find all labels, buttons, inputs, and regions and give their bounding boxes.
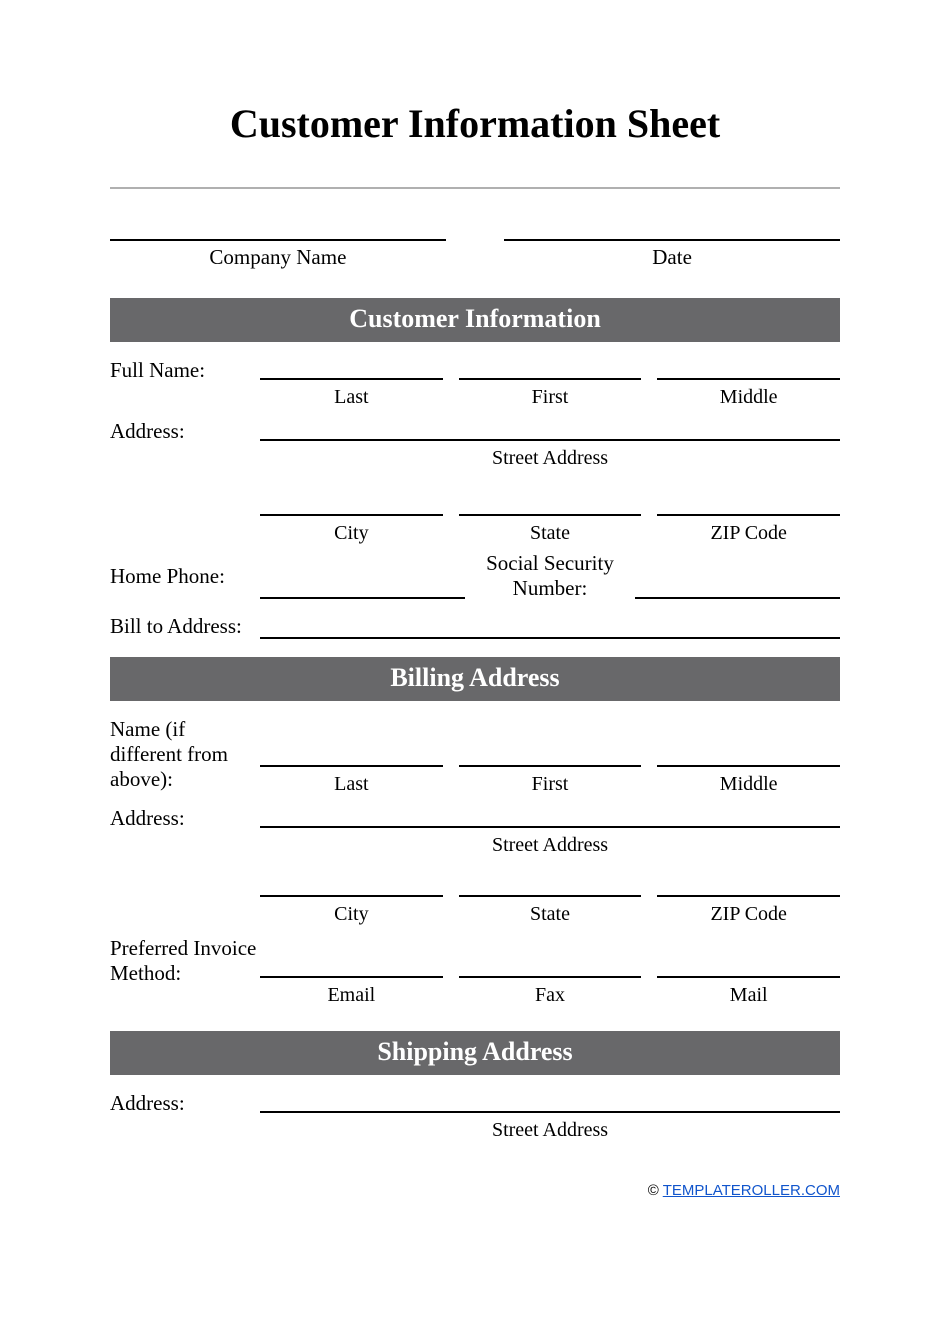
city-sub: City (260, 522, 443, 545)
name-last-input[interactable] (260, 354, 443, 380)
billing-address-label: Address: (110, 802, 260, 849)
state-col: State (459, 476, 642, 545)
billing-csz-spacer (110, 863, 260, 885)
shipping-street-input[interactable] (260, 1087, 840, 1113)
company-name-cell: Company Name (110, 217, 446, 270)
billing-last-sub: Last (260, 773, 443, 796)
section-header-billing: Billing Address (110, 657, 840, 701)
billing-state-col: State (459, 863, 642, 926)
billing-csz-fields: City State ZIP Code (260, 863, 840, 926)
shipping-street-field: Street Address (260, 1087, 840, 1142)
billing-last-input[interactable] (260, 713, 443, 767)
billing-middle-input[interactable] (657, 713, 840, 767)
zip-input[interactable] (657, 476, 840, 516)
address-csz-row: City State ZIP Code (110, 476, 840, 545)
name-middle-sub: Middle (657, 386, 840, 409)
home-phone-row: Home Phone: Social Security Number: (110, 551, 840, 601)
billing-street-input[interactable] (260, 802, 840, 828)
address-csz-spacer (110, 476, 260, 498)
bill-to-input[interactable] (260, 613, 840, 639)
billing-street-sub: Street Address (260, 834, 840, 857)
billing-name-label: Name (if different from above): (110, 713, 260, 792)
invoice-email-sub: Email (260, 984, 443, 1007)
billing-city-col: City (260, 863, 443, 926)
ssn-label: Social Security Number: (465, 551, 635, 601)
company-name-input[interactable] (110, 217, 446, 241)
street-sub: Street Address (260, 447, 840, 470)
full-name-row: Full Name: Last First Middle (110, 354, 840, 409)
company-name-label: Company Name (110, 245, 446, 270)
invoice-fax-sub: Fax (459, 984, 642, 1007)
billing-name-fields: Last First Middle (260, 713, 840, 796)
billing-state-sub: State (459, 903, 642, 926)
billing-state-input[interactable] (459, 863, 642, 897)
street-input[interactable] (260, 415, 840, 441)
billing-street-field: Street Address (260, 802, 840, 857)
name-last-sub: Last (260, 386, 443, 409)
full-name-label: Full Name: (110, 354, 260, 401)
invoice-method-row: Preferred Invoice Method: Email Fax Mail (110, 932, 840, 1007)
zip-col: ZIP Code (657, 476, 840, 545)
billing-zip-sub: ZIP Code (657, 903, 840, 926)
name-first-input[interactable] (459, 354, 642, 380)
shipping-street-sub: Street Address (260, 1119, 840, 1142)
form-page: Customer Information Sheet Company Name … (0, 0, 950, 1239)
shipping-address-label: Address: (110, 1087, 260, 1134)
page-title: Customer Information Sheet (110, 100, 840, 147)
footer-link[interactable]: TEMPLATEROLLER.COM (663, 1182, 840, 1199)
ssn-input[interactable] (635, 575, 840, 599)
address-label: Address: (110, 415, 260, 462)
shipping-street-row: Address: Street Address (110, 1087, 840, 1142)
billing-street-row: Address: Street Address (110, 802, 840, 857)
billing-zip-input[interactable] (657, 863, 840, 897)
billing-middle-sub: Middle (657, 773, 840, 796)
home-phone-input[interactable] (260, 575, 465, 599)
street-field: Street Address (260, 415, 840, 470)
invoice-method-label: Preferred Invoice Method: (110, 932, 260, 986)
city-input[interactable] (260, 476, 443, 516)
billing-city-input[interactable] (260, 863, 443, 897)
home-phone-label: Home Phone: (110, 564, 260, 589)
name-first-col: First (459, 354, 642, 409)
invoice-fax-input[interactable] (459, 932, 642, 978)
bill-to-row: Bill to Address: (110, 613, 840, 639)
billing-name-row: Name (if different from above): Last Fir… (110, 713, 840, 796)
billing-first-col: First (459, 713, 642, 796)
invoice-fields: Email Fax Mail (260, 932, 840, 1007)
date-label: Date (504, 245, 840, 270)
footer: © TEMPLATEROLLER.COM (110, 1182, 840, 1199)
top-row: Company Name Date (110, 217, 840, 270)
copyright-symbol: © (648, 1182, 659, 1199)
name-first-sub: First (459, 386, 642, 409)
date-cell: Date (504, 217, 840, 270)
invoice-email-col: Email (260, 932, 443, 1007)
bill-to-label: Bill to Address: (110, 614, 260, 639)
billing-zip-col: ZIP Code (657, 863, 840, 926)
name-last-col: Last (260, 354, 443, 409)
name-middle-input[interactable] (657, 354, 840, 380)
invoice-mail-sub: Mail (657, 984, 840, 1007)
section-header-customer: Customer Information (110, 298, 840, 342)
billing-middle-col: Middle (657, 713, 840, 796)
invoice-email-input[interactable] (260, 932, 443, 978)
invoice-mail-input[interactable] (657, 932, 840, 978)
billing-last-col: Last (260, 713, 443, 796)
invoice-fax-col: Fax (459, 932, 642, 1007)
billing-csz-row: City State ZIP Code (110, 863, 840, 926)
date-input[interactable] (504, 217, 840, 241)
address-street-row: Address: Street Address (110, 415, 840, 470)
zip-sub: ZIP Code (657, 522, 840, 545)
name-middle-col: Middle (657, 354, 840, 409)
state-input[interactable] (459, 476, 642, 516)
title-rule (110, 187, 840, 189)
csz-fields: City State ZIP Code (260, 476, 840, 545)
billing-first-sub: First (459, 773, 642, 796)
city-col: City (260, 476, 443, 545)
billing-first-input[interactable] (459, 713, 642, 767)
state-sub: State (459, 522, 642, 545)
section-header-shipping: Shipping Address (110, 1031, 840, 1075)
invoice-mail-col: Mail (657, 932, 840, 1007)
full-name-fields: Last First Middle (260, 354, 840, 409)
billing-city-sub: City (260, 903, 443, 926)
